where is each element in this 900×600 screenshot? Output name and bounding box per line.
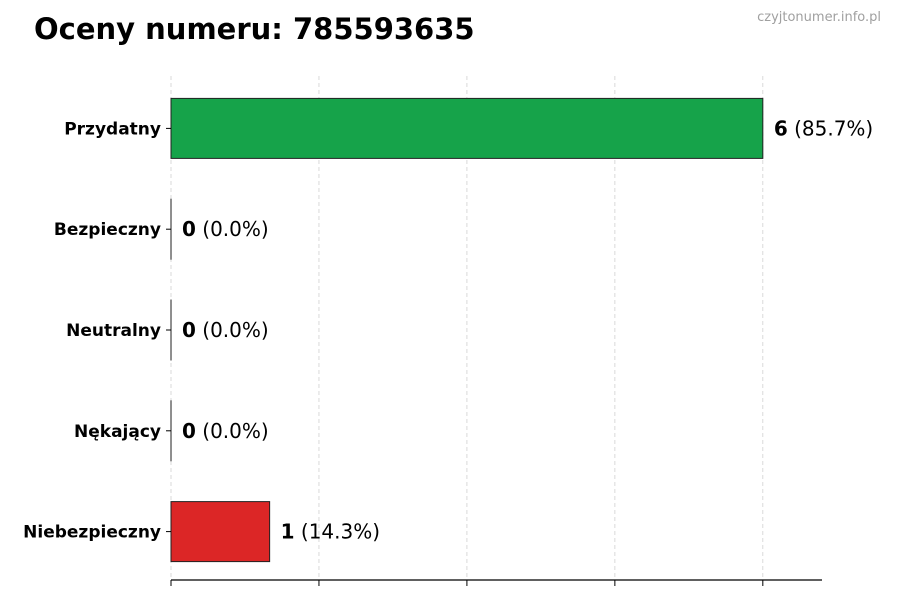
watermark: czyjtonumer.info.pl	[757, 10, 881, 25]
data-percent: (0.0%)	[196, 217, 269, 241]
data-value: 0	[182, 419, 196, 443]
data-percent: (85.7%)	[788, 116, 874, 140]
data-value: 0	[182, 217, 196, 241]
data-label: 0 (0.0%)	[182, 318, 269, 342]
data-percent: (14.3%)	[295, 520, 381, 544]
data-value: 6	[774, 116, 788, 140]
data-percent: (0.0%)	[196, 419, 269, 443]
data-label: 0 (0.0%)	[182, 419, 269, 443]
y-tick-label: Nękający	[74, 422, 161, 442]
data-label: 1 (14.3%)	[281, 520, 380, 544]
chart-title: Oceny numeru: 785593635	[34, 12, 475, 46]
data-label: 6 (85.7%)	[774, 116, 873, 140]
y-tick-label: Przydatny	[64, 119, 161, 139]
y-tick-label: Neutralny	[66, 321, 161, 341]
bar-przydatny	[170, 97, 764, 159]
data-percent: (0.0%)	[196, 318, 269, 342]
y-tick-label: Bezpieczny	[54, 220, 161, 240]
data-label: 0 (0.0%)	[182, 217, 269, 241]
data-value: 0	[182, 318, 196, 342]
bar-niebezpieczny	[170, 501, 271, 563]
y-tick-label: Niebezpieczny	[23, 523, 161, 543]
data-value: 1	[281, 520, 295, 544]
